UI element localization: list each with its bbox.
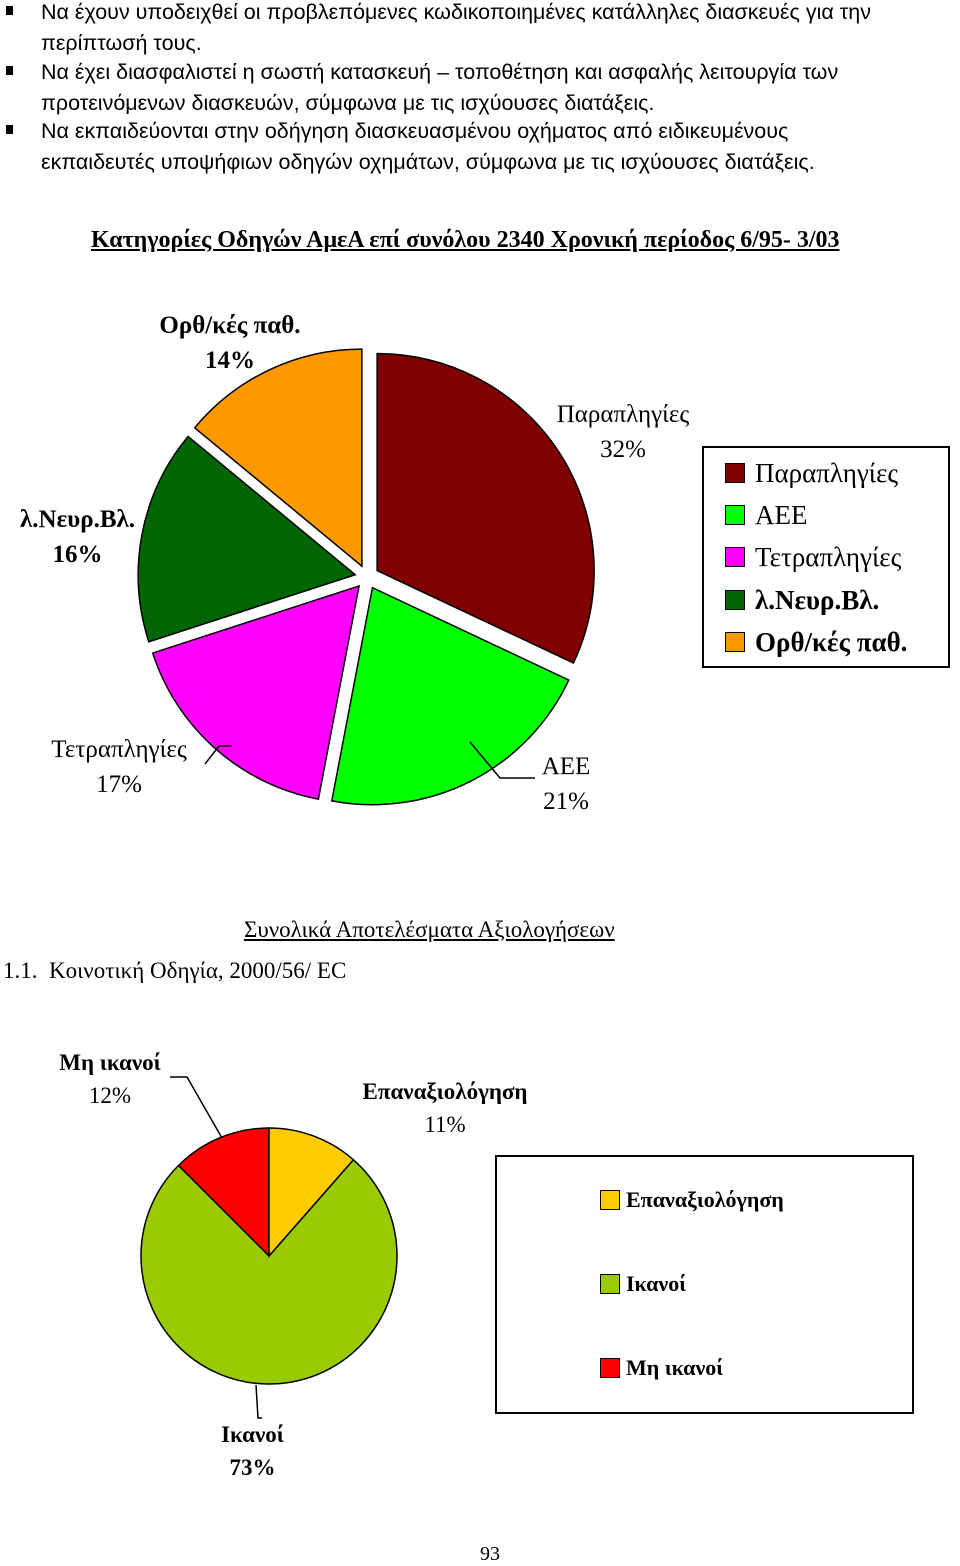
bullet-square-icon	[6, 66, 13, 75]
chart1-slice-label: λ.Νευρ.Βλ. 16%	[0, 502, 155, 572]
bullet-item: Να εκπαιδεύονται στην οδήγηση διασκευασμ…	[6, 116, 956, 178]
page-number: 93	[480, 1543, 500, 1565]
bullet-line: Να εκπαιδεύονται στην οδήγηση διασκευασμ…	[41, 119, 789, 143]
chart1-slice-value: 17%	[96, 771, 142, 798]
chart1-slice-label: Ορθ/κές παθ. 14%	[140, 308, 320, 378]
bullet-line: Να έχουν υποδειχθεί οι προβλεπόμενες κωδ…	[41, 0, 871, 24]
chart1-slice	[330, 586, 570, 806]
chart1-slice-label: Παραπληγίες 32%	[538, 397, 708, 467]
chart1-slice	[193, 348, 363, 568]
bullet-line: Να έχει διασφαλιστεί η σωστή κατασκευή –…	[41, 60, 839, 84]
legend-swatch	[725, 632, 745, 652]
chart2-slice-name: Μη ικανοί	[59, 1050, 161, 1075]
legend-swatch	[725, 547, 745, 567]
chart1-slice-value: 16%	[52, 541, 103, 568]
bullet-line: προτεινόμενων διασκευών, σύμφωνα με τις …	[41, 91, 655, 115]
chart2-slice-label: Επαναξιολόγηση 11%	[345, 1075, 545, 1141]
legend-swatch	[600, 1358, 620, 1378]
chart2-leader-line	[170, 1076, 223, 1139]
legend-label: ΑΕΕ	[755, 500, 808, 530]
legend-swatch	[725, 590, 745, 610]
chart2-leader-line	[255, 1384, 262, 1419]
chart1-title: Κατηγορίες Οδηγών ΑμεΑ επί συνόλου 2340 …	[91, 227, 840, 253]
chart1-slice-name: Τετραπληγίες	[51, 736, 187, 763]
legend-label: λ.Νευρ.Βλ.	[755, 585, 880, 615]
legend-swatch	[600, 1274, 620, 1294]
chart1-slice-value: 14%	[205, 347, 255, 374]
chart2-slice-value: 12%	[88, 1083, 132, 1108]
chart1-slice-label: ΑΕΕ 21%	[531, 749, 601, 819]
chart2-slice	[177, 1127, 270, 1258]
legend-label: Επαναξιολόγηση	[626, 1187, 784, 1212]
legend-label: Ικανοί	[626, 1271, 687, 1296]
bullet-square-icon	[6, 125, 13, 134]
chart1-slice	[376, 352, 595, 664]
subheading: 1.1. Κοινοτική Οδηγία, 2000/56/ EC	[3, 958, 347, 983]
chart1-slice-value: 32%	[600, 436, 646, 463]
bullet-item: Να έχουν υποδειχθεί οι προβλεπόμενες κωδ…	[6, 0, 956, 59]
chart2-legend: Επαναξιολόγηση Ικανοί Μη ικανοί	[495, 1155, 914, 1414]
bullet-square-icon	[6, 6, 13, 15]
chart1-legend: Παραπληγίες ΑΕΕ Τετραπληγίες λ.Νευρ.Βλ. …	[702, 446, 950, 668]
legend-label: Παραπληγίες	[755, 458, 899, 488]
section-title: Συνολικά Αποτελέσματα Αξιολογήσεων	[244, 917, 615, 942]
chart1-slice	[137, 435, 357, 643]
chart1-slice-value: 21%	[543, 788, 589, 815]
chart2-slice	[140, 1158, 398, 1385]
bullet-item: Να έχει διασφαλιστεί η σωστή κατασκευή –…	[6, 57, 956, 119]
chart2-slice	[268, 1127, 355, 1258]
legend-swatch	[600, 1190, 620, 1210]
chart1-slice-name: λ.Νευρ.Βλ.	[19, 506, 136, 533]
bullet-line: περίπτωσή τους.	[41, 31, 202, 55]
chart2-slice-label: Ικανοί 73%	[195, 1418, 310, 1484]
chart1-slice-name: Παραπληγίες	[556, 401, 690, 428]
legend-label: Ορθ/κές παθ.	[755, 627, 908, 657]
legend-swatch	[725, 463, 745, 483]
legend-swatch	[725, 505, 745, 525]
chart1-leader-line	[469, 741, 535, 779]
bullet-line: εκπαιδευτές υποψήφιων οδηγών οχημάτων, σ…	[41, 150, 815, 174]
chart1-leader-line	[204, 745, 232, 765]
chart2-slice-name: Ικανοί	[221, 1422, 284, 1447]
legend-label: Μη ικανοί	[626, 1355, 724, 1380]
chart2-slice-name: Επαναξιολόγηση	[362, 1079, 528, 1104]
chart2-slice-value: 73%	[229, 1455, 276, 1480]
legend-label: Τετραπληγίες	[755, 542, 902, 572]
chart1-slice	[151, 584, 361, 801]
chart2-slice-value: 11%	[424, 1112, 466, 1137]
chart1-slice-label: Τετραπληγίες 17%	[33, 732, 205, 802]
chart1-slice-name: ΑΕΕ	[541, 753, 591, 780]
chart1-slice-name: Ορθ/κές παθ.	[159, 312, 301, 339]
chart1-pie	[137, 348, 595, 806]
chart2-slice-label: Μη ικανοί 12%	[45, 1046, 175, 1112]
